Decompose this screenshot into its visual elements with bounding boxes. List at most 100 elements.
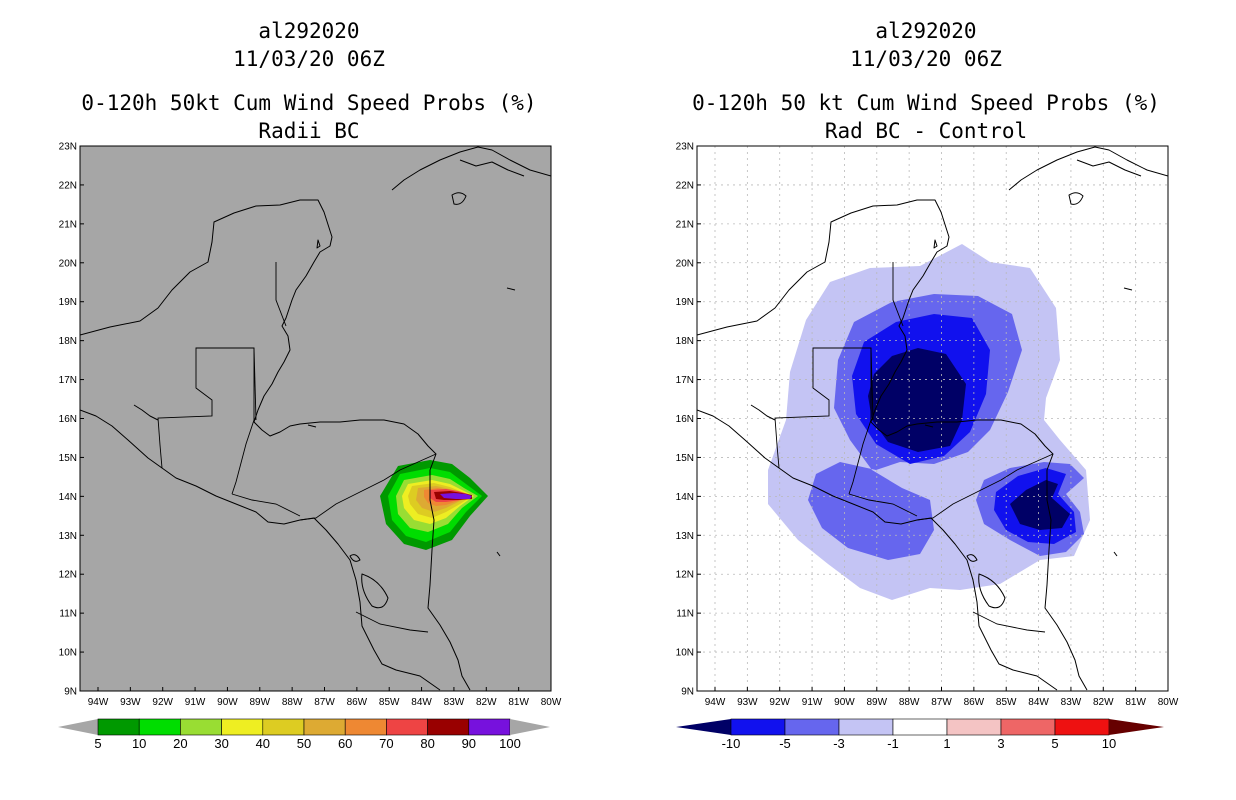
lon-label: 82W	[476, 697, 497, 708]
lat-label: 11N	[676, 609, 694, 620]
lon-label: 93W	[120, 697, 141, 708]
colorbar-swatch	[784, 718, 840, 736]
lon-label: 87W	[931, 697, 952, 708]
colorbar-label: 90	[462, 736, 476, 751]
lat-label: 22N	[59, 180, 77, 191]
right-title-product: 0-120h 50 kt Cum Wind Speed Probs (%)	[692, 91, 1160, 115]
lat-label: 17N	[676, 375, 694, 386]
contour-90	[440, 493, 472, 499]
right-gridlines	[697, 146, 1168, 691]
lat-label: 9N	[681, 687, 694, 698]
lon-label: 88W	[899, 697, 920, 708]
left-title-product: 0-120h 50kt Cum Wind Speed Probs (%)	[81, 91, 536, 115]
colorbar-swatch	[262, 718, 305, 736]
lat-label: 14N	[676, 492, 694, 503]
colorbar-swatch	[838, 718, 894, 736]
left-title-subtitle: Radii BC	[258, 119, 359, 143]
colorbar-swatch	[344, 718, 387, 736]
colorbar-label: 3	[997, 736, 1004, 751]
colorbar-swatch	[468, 718, 511, 736]
right-title-storm-id: al292020	[875, 19, 976, 43]
colorbar-swatch	[303, 718, 346, 736]
colorbar-under-triangle	[676, 719, 731, 735]
colorbar-label: 70	[379, 736, 393, 751]
colorbar-swatch	[946, 718, 1002, 736]
colorbar-swatch	[730, 718, 786, 736]
colorbar-label: -1	[887, 736, 899, 751]
lon-label: 84W	[1028, 697, 1049, 708]
right-title-subtitle: Rad BC - Control	[825, 119, 1027, 143]
lon-label: 89W	[250, 697, 271, 708]
colorbar-label: 5	[1051, 736, 1058, 751]
lon-label: 80W	[541, 697, 562, 708]
lat-label: 20N	[676, 258, 694, 269]
left-title-date: 11/03/20 06Z	[233, 47, 385, 71]
colorbar-label: -10	[722, 736, 741, 751]
colorbar-label: -3	[833, 736, 845, 751]
lon-label: 82W	[1093, 697, 1114, 708]
lat-label: 9N	[64, 687, 77, 698]
lon-label: 86W	[347, 697, 368, 708]
right-colorbar: -10 -5 -3 -1 1 3 5 10	[676, 718, 1164, 751]
colorbar-label: 10	[1102, 736, 1116, 751]
colorbar-swatch	[427, 718, 470, 736]
colorbar-over-triangle	[510, 719, 550, 735]
lat-label: 20N	[59, 258, 77, 269]
lat-label: 12N	[676, 570, 694, 581]
left-title-storm-id: al292020	[258, 19, 359, 43]
left-lon-axis: 94W 93W 92W 91W 90W 89W 88W 87W 86W 85W 84W 83W 82W 8…	[88, 687, 562, 708]
colorbar-swatch	[892, 718, 948, 736]
colorbar-under-triangle	[58, 719, 98, 735]
left-lat-axis: 23N 22N 21N 20N 19N 18N 17N 16N 15N 14N 13N 12N 11N 1…	[59, 142, 84, 698]
lat-label: 16N	[676, 414, 694, 425]
lon-label: 93W	[737, 697, 758, 708]
lat-label: 12N	[59, 570, 77, 581]
right-difference-contours	[768, 244, 1090, 600]
colorbar-label: 30	[214, 736, 228, 751]
lon-label: 92W	[769, 697, 790, 708]
colorbar-label: 1	[943, 736, 950, 751]
colorbar-swatch	[97, 718, 140, 736]
lat-label: 15N	[676, 453, 694, 464]
contour-below-minus10-east	[1010, 480, 1070, 530]
lon-label: 90W	[834, 697, 855, 708]
colorbar-label: 10	[132, 736, 146, 751]
left-map-background	[80, 146, 551, 691]
lat-label: 13N	[59, 531, 77, 542]
lat-label: 10N	[676, 648, 694, 659]
lat-label: 22N	[676, 180, 694, 191]
lon-label: 84W	[411, 697, 432, 708]
colorbar-swatch	[180, 718, 222, 736]
lon-label: 85W	[996, 697, 1017, 708]
left-colorbar: 5 10 20 30 40 50 60 70 80 90 100	[58, 718, 550, 751]
lon-label: 81W	[508, 697, 529, 708]
lat-label: 19N	[676, 297, 694, 308]
lon-label: 80W	[1158, 697, 1179, 708]
lat-label: 19N	[59, 297, 77, 308]
lon-label: 83W	[444, 697, 465, 708]
lon-label: 94W	[705, 697, 726, 708]
lon-label: 90W	[217, 697, 238, 708]
lat-label: 13N	[676, 531, 694, 542]
lat-label: 17N	[59, 375, 77, 386]
lon-label: 91W	[185, 697, 206, 708]
lat-label: 21N	[676, 219, 694, 230]
lat-label: 14N	[59, 492, 77, 503]
lon-label: 91W	[802, 697, 823, 708]
colorbar-over-triangle	[1109, 719, 1164, 735]
lat-label: 18N	[676, 336, 694, 347]
colorbar-swatch	[1054, 718, 1110, 736]
lon-label: 92W	[152, 697, 173, 708]
colorbar-swatch	[221, 718, 264, 736]
lat-label: 21N	[59, 219, 77, 230]
colorbar-label: 40	[256, 736, 270, 751]
colorbar-swatch	[138, 718, 181, 736]
right-lon-axis: 94W 93W 92W 91W 90W 89W 88W 87W 86W 85W 84W 83W 82W 8…	[705, 687, 1179, 708]
colorbar-label: 60	[338, 736, 352, 751]
lon-label: 85W	[379, 697, 400, 708]
lon-label: 87W	[314, 697, 335, 708]
colorbar-label: 50	[297, 736, 311, 751]
lon-label: 88W	[282, 697, 303, 708]
right-lat-axis: 23N 22N 21N 20N 19N 18N 17N 16N 15N 14N 13N 12N 11N 1…	[676, 142, 701, 698]
lat-label: 23N	[59, 142, 77, 153]
